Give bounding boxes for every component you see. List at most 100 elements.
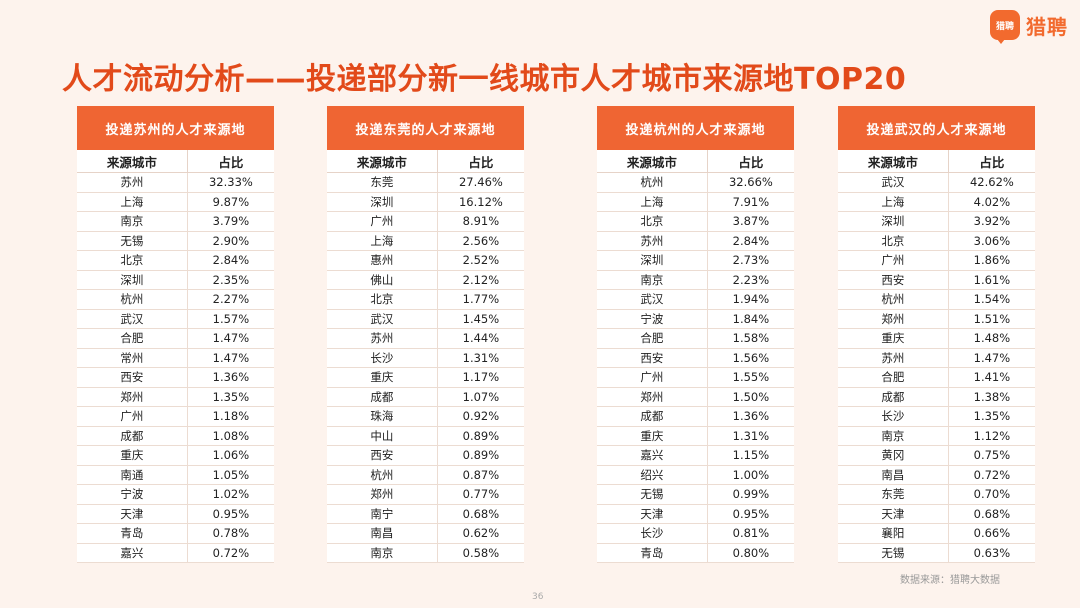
table-row: 郑州 0.77%	[327, 484, 524, 505]
share-cell: 0.92%	[437, 406, 524, 427]
share-cell: 1.44%	[437, 328, 524, 349]
table-row: 重庆 1.48%	[838, 328, 1035, 349]
table-row: 南京 1.12%	[838, 426, 1035, 446]
city-cell: 广州	[597, 367, 708, 388]
city-cell: 南宁	[327, 504, 438, 524]
data-table: 来源城市 占比 东莞 27.46% 深圳 16.12% 广州 8.91% 上海 2.56% 惠州 2.…	[327, 150, 524, 563]
table-row: 南通 1.05%	[77, 465, 274, 485]
share-cell: 1.18%	[187, 406, 274, 427]
table-row: 成都 1.36%	[597, 406, 794, 427]
table-row: 北京 3.87%	[597, 211, 794, 232]
share-cell: 1.47%	[187, 348, 274, 368]
share-cell: 7.91%	[707, 192, 794, 212]
city-cell: 重庆	[597, 426, 708, 446]
table-row: 长沙 0.81%	[597, 523, 794, 544]
city-cell: 武汉	[327, 309, 438, 329]
share-cell: 1.58%	[707, 328, 794, 349]
table-row: 无锡 0.63%	[838, 543, 1035, 563]
city-cell: 宁波	[77, 484, 188, 505]
city-column-header: 来源城市	[77, 150, 188, 173]
table-row: 上海 7.91%	[597, 192, 794, 212]
share-cell: 1.12%	[948, 426, 1035, 446]
table-row: 杭州 32.66%	[597, 172, 794, 193]
share-cell: 1.61%	[948, 270, 1035, 290]
share-cell: 32.66%	[707, 172, 794, 193]
city-cell: 南京	[327, 543, 438, 563]
share-cell: 1.57%	[187, 309, 274, 329]
city-cell: 杭州	[77, 289, 188, 310]
table-row: 西安 0.89%	[327, 445, 524, 466]
city-cell: 重庆	[77, 445, 188, 466]
share-cell: 0.95%	[187, 504, 274, 524]
city-cell: 天津	[77, 504, 188, 524]
city-cell: 嘉兴	[77, 543, 188, 563]
share-cell: 1.51%	[948, 309, 1035, 329]
share-cell: 3.92%	[948, 211, 1035, 232]
share-cell: 0.81%	[707, 523, 794, 544]
share-cell: 1.56%	[707, 348, 794, 368]
share-cell: 2.84%	[187, 250, 274, 271]
city-cell: 上海	[838, 192, 949, 212]
share-cell: 2.23%	[707, 270, 794, 290]
share-cell: 0.72%	[948, 465, 1035, 485]
table-row: 武汉 42.62%	[838, 172, 1035, 193]
city-cell: 杭州	[597, 172, 708, 193]
data-table: 来源城市 占比 武汉 42.62% 上海 4.02% 深圳 3.92% 北京 3.06% 广州 1.8…	[838, 150, 1035, 563]
table-row: 深圳 2.35%	[77, 270, 274, 290]
city-cell: 南京	[597, 270, 708, 290]
share-cell: 4.02%	[948, 192, 1035, 212]
city-cell: 成都	[77, 426, 188, 446]
share-column-header: 占比	[187, 150, 274, 173]
table-row: 重庆 1.17%	[327, 367, 524, 388]
table-row: 合肥 1.41%	[838, 367, 1035, 388]
city-cell: 西安	[327, 445, 438, 466]
share-cell: 2.35%	[187, 270, 274, 290]
share-cell: 1.35%	[187, 387, 274, 407]
share-cell: 0.68%	[948, 504, 1035, 524]
city-column-header: 来源城市	[597, 150, 708, 173]
share-cell: 16.12%	[437, 192, 524, 212]
share-cell: 2.56%	[437, 231, 524, 251]
share-cell: 2.12%	[437, 270, 524, 290]
share-cell: 1.41%	[948, 367, 1035, 388]
source-table: 投递苏州的人才来源地 来源城市 占比 苏州 32.33% 上海 9.87% 南京 3.79% 无锡…	[77, 106, 274, 563]
table-row: 杭州 2.27%	[77, 289, 274, 310]
city-cell: 郑州	[327, 484, 438, 505]
share-cell: 0.78%	[187, 523, 274, 544]
share-cell: 8.91%	[437, 211, 524, 232]
share-cell: 1.36%	[187, 367, 274, 388]
share-cell: 1.07%	[437, 387, 524, 407]
city-cell: 东莞	[327, 172, 438, 193]
share-cell: 1.02%	[187, 484, 274, 505]
share-cell: 1.54%	[948, 289, 1035, 310]
city-cell: 青岛	[597, 543, 708, 563]
table-row: 杭州 0.87%	[327, 465, 524, 485]
city-cell: 无锡	[838, 543, 949, 563]
city-cell: 郑州	[597, 387, 708, 407]
city-cell: 嘉兴	[597, 445, 708, 466]
share-cell: 42.62%	[948, 172, 1035, 193]
table-row: 宁波 1.84%	[597, 309, 794, 329]
table-row: 郑州 1.35%	[77, 387, 274, 407]
city-cell: 广州	[838, 250, 949, 271]
table-row: 长沙 1.35%	[838, 406, 1035, 427]
table-row: 南昌 0.72%	[838, 465, 1035, 485]
city-cell: 杭州	[838, 289, 949, 310]
city-cell: 西安	[838, 270, 949, 290]
city-cell: 郑州	[77, 387, 188, 407]
city-cell: 南昌	[838, 465, 949, 485]
share-cell: 1.31%	[437, 348, 524, 368]
table-row: 嘉兴 1.15%	[597, 445, 794, 466]
table-row: 南昌 0.62%	[327, 523, 524, 544]
table-row: 成都 1.07%	[327, 387, 524, 407]
table-row: 北京 2.84%	[77, 250, 274, 271]
table-row: 常州 1.47%	[77, 348, 274, 368]
brand-logo: 猎聘 猎聘	[990, 10, 1068, 44]
share-cell: 0.62%	[437, 523, 524, 544]
table-header-row: 来源城市 占比	[597, 150, 794, 173]
table-row: 无锡 2.90%	[77, 231, 274, 251]
city-cell: 广州	[77, 406, 188, 427]
table-row: 长沙 1.31%	[327, 348, 524, 368]
table-row: 深圳 2.73%	[597, 250, 794, 271]
share-cell: 1.50%	[707, 387, 794, 407]
